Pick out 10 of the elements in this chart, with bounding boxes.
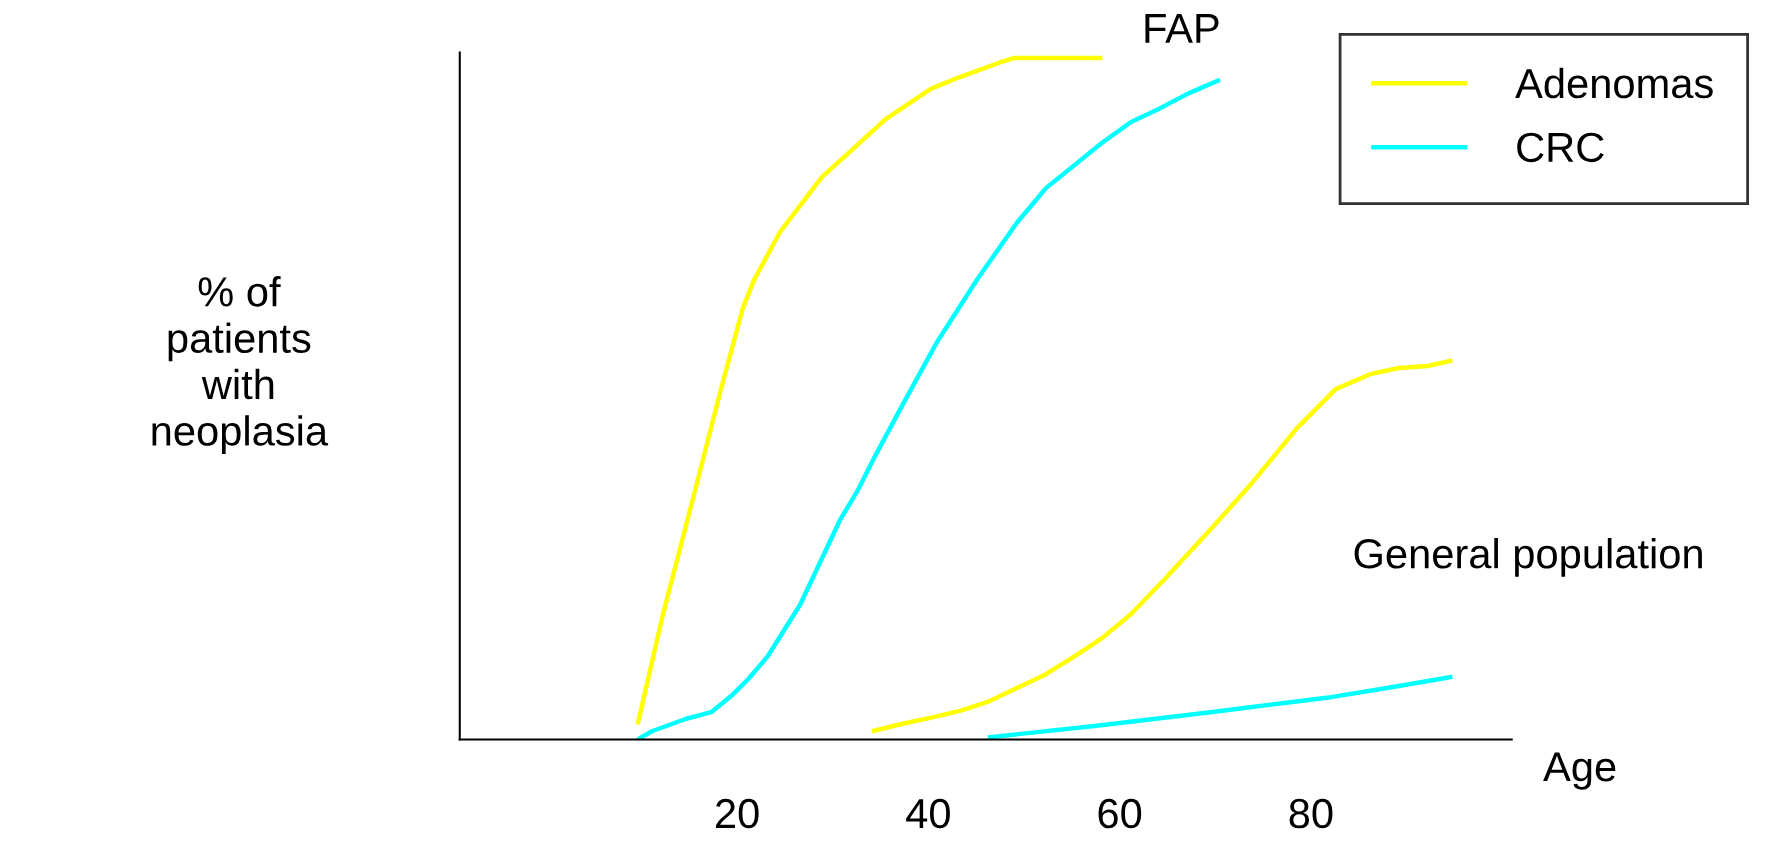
x-tick-label: 40 <box>906 798 950 829</box>
x-tick-label: 80 <box>1289 798 1333 829</box>
annotation: General population <box>1354 537 1702 577</box>
x-axis-title: Age <box>1543 752 1616 790</box>
y-axis-title: % of patients with neoplasia <box>152 276 329 455</box>
x-tick-label: 20 <box>716 798 759 829</box>
text: FAP <box>1145 14 1219 43</box>
legend-label: Adenomas <box>1515 67 1713 99</box>
legend-label: CRC <box>1517 132 1604 163</box>
x-tick-label: 60 <box>1098 798 1142 829</box>
